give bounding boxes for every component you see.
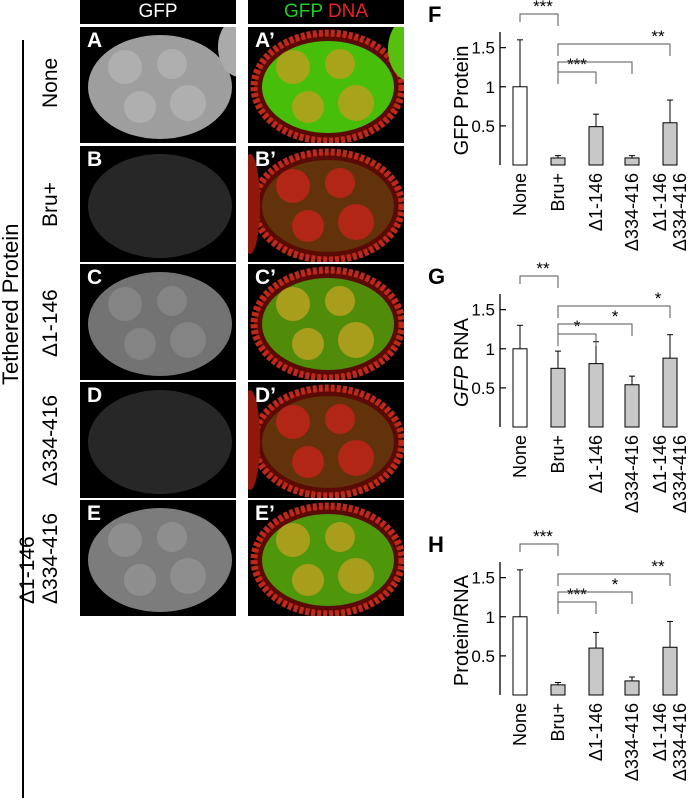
- x-tick-label: Δ334-416: [670, 173, 690, 251]
- merge-panel-d-prime: D’: [248, 382, 404, 498]
- significance-bracket: [557, 71, 597, 84]
- panel-letter-prime: A’: [255, 29, 275, 52]
- x-tick-label: Δ1-146: [650, 435, 670, 493]
- significance-bracket: [519, 543, 559, 556]
- panel-letter-prime: B’: [255, 148, 276, 171]
- header-gfp-green-label: GFP: [283, 1, 323, 22]
- significance-label: **: [536, 259, 550, 278]
- x-tick-label: None: [510, 703, 530, 746]
- x-tick-label: Δ334-416: [622, 435, 642, 513]
- panel-letter: C: [87, 266, 103, 289]
- x-tick-label: Δ334-416: [670, 435, 690, 513]
- x-tick-label: None: [510, 173, 530, 216]
- significance-label: ***: [567, 585, 587, 604]
- significance-label: **: [651, 27, 665, 46]
- y-tick-label: 1: [486, 78, 495, 97]
- significance-label: ***: [533, 0, 553, 16]
- x-tick-label: Δ1-146: [650, 703, 670, 761]
- y-axis-label: GFP Protein: [451, 46, 473, 156]
- y-tick-label: 1.5: [471, 569, 495, 588]
- bar: [588, 647, 604, 696]
- header-gfp: GFP: [80, 0, 236, 24]
- significance-bracket: [519, 13, 559, 26]
- x-tick-label: None: [510, 435, 530, 478]
- y-tick-label: 1: [486, 340, 495, 359]
- gfp-panel-c: C: [80, 264, 236, 380]
- significance-label: *: [612, 307, 619, 326]
- bar: [550, 684, 566, 696]
- chart-panel-letter: F: [428, 2, 442, 27]
- x-tick-label: Δ334-416: [622, 703, 642, 781]
- x-tick-label: Bru+: [548, 435, 568, 474]
- y-axis-label: Protein/RNA: [451, 574, 473, 686]
- y-tick-label: 1: [486, 608, 495, 627]
- panel-letter: E: [87, 502, 102, 525]
- panel-letter-prime: E’: [255, 502, 275, 525]
- x-tick-label: Bru+: [548, 703, 568, 742]
- merge-panel-c-prime: C’: [248, 264, 404, 380]
- panel-letter: D: [87, 384, 103, 407]
- merge-panel-e-prime: E’: [248, 500, 404, 616]
- side-bracket-line: [22, 40, 24, 798]
- significance-label: ***: [533, 527, 553, 546]
- bar: [512, 616, 528, 696]
- significance-bracket: [557, 333, 597, 346]
- bar: [624, 680, 640, 696]
- panel-letter: A: [87, 29, 103, 52]
- panel-letter-prime: C’: [255, 266, 276, 289]
- significance-bracket: [557, 61, 633, 74]
- significance-label: *: [574, 317, 581, 336]
- x-tick-label: Δ1-146: [650, 173, 670, 231]
- header-gfp-label: GFP: [138, 1, 178, 22]
- gfp-panel-d: D: [80, 382, 236, 498]
- y-axis-label: GFP RNA: [451, 317, 473, 407]
- x-tick-label: Δ334-416: [670, 703, 690, 781]
- significance-label: **: [651, 557, 665, 576]
- header-dna-red-label: DNA: [327, 1, 369, 22]
- significance-bracket: [557, 591, 633, 604]
- merge-panel-a-prime: A’: [248, 27, 404, 143]
- y-tick-label: 0.5: [471, 117, 495, 136]
- significance-label: ***: [567, 55, 587, 74]
- panel-letter: B: [87, 148, 103, 171]
- y-tick-label: 0.5: [471, 647, 495, 666]
- header-gfp-dna: GFP DNA: [248, 0, 404, 24]
- significance-bracket: [557, 323, 633, 336]
- y-tick-label: 1.5: [471, 301, 495, 320]
- significance-bracket: [519, 275, 559, 288]
- significance-bracket: [557, 43, 671, 56]
- significance-bracket: [557, 601, 597, 614]
- x-tick-label: Δ1-146: [586, 703, 606, 761]
- gfp-panel-e: E: [80, 500, 236, 616]
- chart-panel-letter: H: [428, 532, 444, 557]
- significance-label: *: [612, 575, 619, 594]
- gfp-panel-a: A: [80, 27, 236, 143]
- significance-bracket: [557, 305, 671, 318]
- panel-letter-prime: D’: [255, 384, 276, 407]
- x-tick-label: Δ1-146: [586, 173, 606, 231]
- chart-panel-letter: G: [428, 264, 446, 289]
- significance-label: *: [655, 289, 662, 308]
- x-tick-label: Δ1-146: [586, 435, 606, 493]
- y-tick-label: 0.5: [471, 379, 495, 398]
- gfp-panel-b: B: [80, 146, 236, 262]
- merge-panel-b-prime: B’: [248, 146, 404, 262]
- bar: [662, 646, 678, 696]
- significance-bracket: [557, 573, 671, 586]
- y-tick-label: 1.5: [471, 39, 495, 58]
- x-tick-label: Bru+: [548, 173, 568, 212]
- x-tick-label: Δ334-416: [622, 173, 642, 251]
